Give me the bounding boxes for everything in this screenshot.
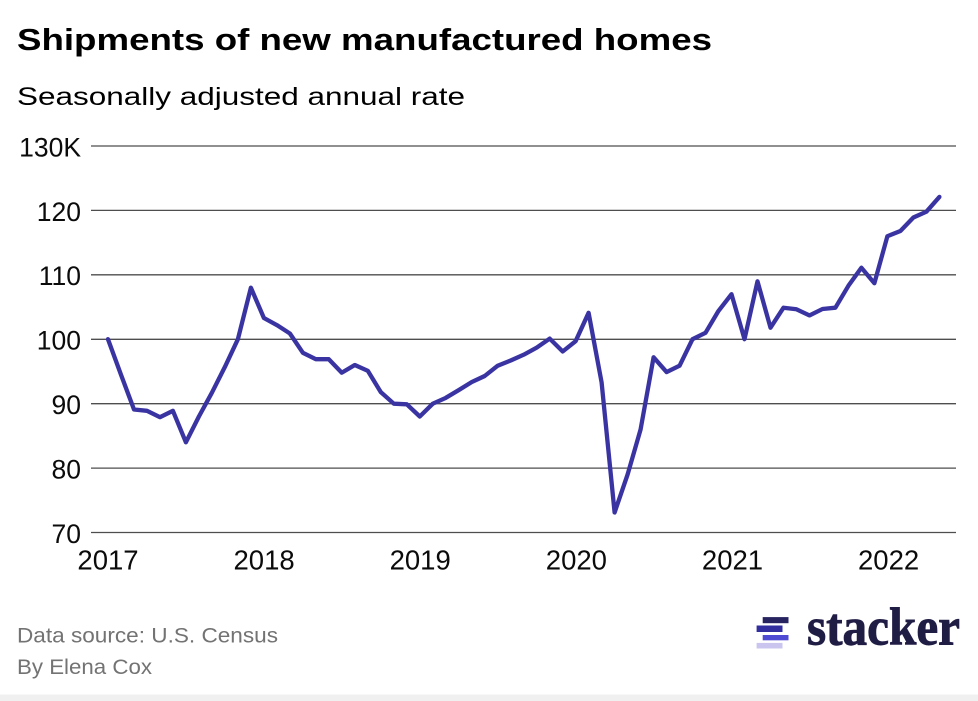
svg-text:120: 120 xyxy=(37,197,81,227)
svg-text:100: 100 xyxy=(37,326,81,356)
svg-text:Shipments of new manufactured: Shipments of new manufactured homes xyxy=(17,22,712,57)
svg-text:80: 80 xyxy=(52,455,81,485)
svg-text:90: 90 xyxy=(52,390,81,420)
svg-text:2022: 2022 xyxy=(858,545,919,576)
svg-text:110: 110 xyxy=(39,261,81,291)
svg-text:2021: 2021 xyxy=(702,545,763,576)
svg-text:130K: 130K xyxy=(19,132,81,162)
svg-text:2017: 2017 xyxy=(77,545,138,576)
svg-text:Data source: U.S. Census: Data source: U.S. Census xyxy=(17,624,278,648)
svg-text:70: 70 xyxy=(52,519,81,549)
svg-text:2018: 2018 xyxy=(234,545,295,576)
svg-text:Seasonally adjusted annual rat: Seasonally adjusted annual rate xyxy=(17,83,465,111)
svg-text:2019: 2019 xyxy=(390,545,451,576)
svg-text:stacker: stacker xyxy=(807,599,960,657)
svg-text:By Elena Cox: By Elena Cox xyxy=(17,655,152,679)
svg-text:2020: 2020 xyxy=(546,545,607,576)
